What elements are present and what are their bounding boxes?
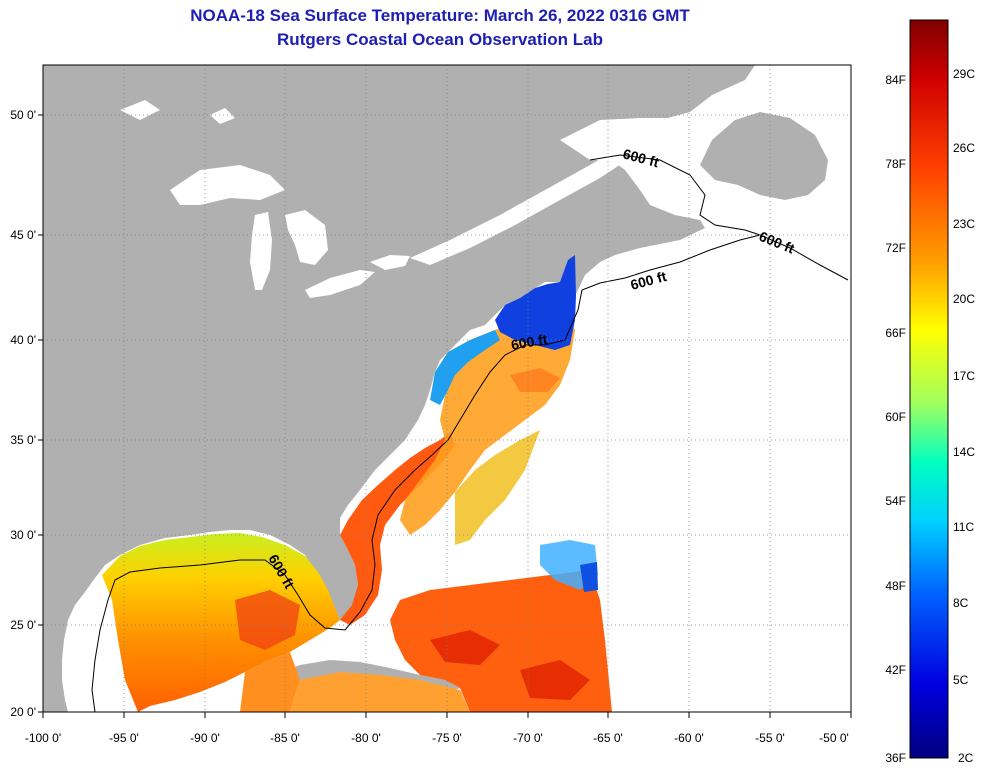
depth-label-4: 600 ft — [510, 331, 549, 353]
colorbar-f-label: 48F — [885, 579, 906, 593]
lon-label: -75 0' — [432, 731, 462, 745]
lat-label: 50 0' — [10, 108, 36, 122]
colorbar-c-label: 2C — [958, 751, 974, 765]
colorbar-c-label: 17C — [953, 369, 975, 383]
lon-label: -65 0' — [593, 731, 623, 745]
colorbar-gradient — [909, 19, 949, 759]
colorbar-f-label: 42F — [885, 663, 906, 677]
colorbar-c-label: 5C — [953, 673, 969, 687]
mid-atlantic-sst — [400, 310, 575, 535]
lon-label: -90 0' — [190, 731, 220, 745]
colorbar-c-label: 23C — [953, 217, 975, 231]
graticule — [43, 65, 851, 712]
lat-label: 25 0' — [10, 618, 36, 632]
colorbar-f-label: 66F — [885, 326, 906, 340]
offshore-yellow-band — [455, 430, 540, 545]
lon-label: -60 0' — [674, 731, 704, 745]
newfoundland-land — [700, 112, 828, 200]
shelf-cyan-band — [430, 330, 500, 405]
gulf-of-st-lawrence — [560, 118, 665, 160]
colorbar-f-label: 78F — [885, 157, 906, 171]
st-lawrence — [410, 150, 630, 265]
map-subtitle: Rutgers Coastal Ocean Observation Lab — [277, 30, 603, 49]
colorbar-c-label: 14C — [953, 445, 975, 459]
map-area — [43, 65, 851, 712]
600ft-contour-north — [589, 154, 761, 236]
colorbar-c-label: 26C — [953, 141, 975, 155]
lon-label: -85 0' — [270, 731, 300, 745]
lon-label: -80 0' — [351, 731, 381, 745]
colorbar-c-label: 11C — [953, 520, 974, 534]
lat-label: 20 0' — [10, 705, 36, 719]
north-america-land — [43, 65, 755, 712]
lake-superior — [170, 165, 285, 205]
gulf-coast-shelf-nodata — [64, 575, 135, 712]
colorbar-f-label: 60F — [885, 410, 906, 424]
lake-erie — [305, 270, 375, 298]
colorbar-c-label: 29C — [953, 67, 975, 81]
western-caribbean-sst — [290, 672, 470, 712]
lake-huron — [285, 210, 328, 265]
atlantic-east-blue — [580, 562, 598, 592]
lat-label: 30 0' — [10, 528, 36, 542]
colorbar-f-label: 72F — [885, 241, 906, 255]
lake-ontario — [370, 255, 410, 270]
temperature-colorbar: 84F 78F 72F 66F 60F 54F 48F 42F 36F 29C … — [885, 19, 975, 765]
colorbar-f-label: 84F — [885, 73, 906, 87]
colorbar-f-label: 36F — [885, 751, 906, 765]
lon-label: -100 0' — [25, 731, 61, 745]
600ft-contour — [91, 234, 849, 712]
map-title: NOAA-18 Sea Surface Temperature: March 2… — [190, 6, 690, 25]
caribbean-red-patches — [430, 630, 590, 700]
colorbar-c-label: 8C — [953, 596, 969, 610]
lon-axis: -100 0' -95 0' -90 0' -85 0' -80 0' -75 … — [25, 712, 852, 745]
warm-eddy — [510, 368, 560, 392]
lat-label: 40 0' — [10, 333, 36, 347]
gulf-of-maine-sst — [495, 255, 576, 350]
lon-label: -70 0' — [513, 731, 543, 745]
lat-label: 45 0' — [10, 228, 36, 242]
colorbar-f-label: 54F — [885, 494, 906, 508]
lat-axis: 50 0' 45 0' 40 0' 35 0' 30 0' 25 0' 20 0… — [10, 108, 43, 719]
colorbar-c-label: 20C — [953, 292, 975, 306]
gulf-red-patch — [235, 590, 300, 650]
lon-label: -50 0' — [819, 731, 849, 745]
gulf-stream-sst — [340, 432, 455, 625]
lon-label: -55 0' — [755, 731, 785, 745]
gulf-of-mexico-sst — [102, 533, 340, 712]
hudson-james-lakes — [120, 100, 235, 124]
lon-label: -95 0' — [109, 731, 139, 745]
lake-michigan — [250, 212, 272, 290]
lat-label: 35 0' — [10, 433, 36, 447]
